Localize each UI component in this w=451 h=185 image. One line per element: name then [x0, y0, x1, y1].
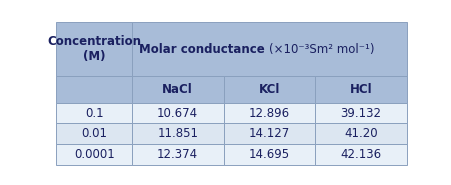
- Bar: [315, 123, 406, 144]
- Text: HCl: HCl: [349, 83, 372, 96]
- Bar: [56, 76, 132, 103]
- Text: 42.136: 42.136: [340, 148, 381, 161]
- Bar: [223, 144, 315, 165]
- Text: 12.374: 12.374: [157, 148, 198, 161]
- Text: Molar conductance: Molar conductance: [139, 43, 269, 56]
- Bar: [132, 76, 223, 103]
- Bar: [132, 123, 223, 144]
- Bar: [315, 144, 406, 165]
- Bar: [132, 144, 223, 165]
- Text: 14.695: 14.695: [249, 148, 290, 161]
- Text: 0.1: 0.1: [85, 107, 103, 120]
- Bar: [56, 103, 132, 123]
- Bar: [132, 22, 406, 76]
- Text: 14.127: 14.127: [249, 127, 290, 140]
- Text: 12.896: 12.896: [249, 107, 290, 120]
- Bar: [223, 76, 315, 103]
- Bar: [315, 76, 406, 103]
- Text: NaCl: NaCl: [162, 83, 193, 96]
- Text: 41.20: 41.20: [344, 127, 377, 140]
- Text: 10.674: 10.674: [157, 107, 198, 120]
- Text: KCl: KCl: [258, 83, 280, 96]
- Text: 0.01: 0.01: [81, 127, 107, 140]
- Bar: [315, 103, 406, 123]
- Bar: [223, 103, 315, 123]
- Text: (×10⁻³Sm² mol⁻¹): (×10⁻³Sm² mol⁻¹): [269, 43, 374, 56]
- Text: 0.0001: 0.0001: [74, 148, 114, 161]
- Bar: [56, 22, 132, 76]
- Bar: [223, 123, 315, 144]
- Bar: [56, 144, 132, 165]
- Text: 11.851: 11.851: [157, 127, 198, 140]
- Text: 39.132: 39.132: [340, 107, 381, 120]
- Bar: [132, 103, 223, 123]
- Bar: [56, 123, 132, 144]
- Text: Concentration
(M): Concentration (M): [47, 35, 141, 63]
